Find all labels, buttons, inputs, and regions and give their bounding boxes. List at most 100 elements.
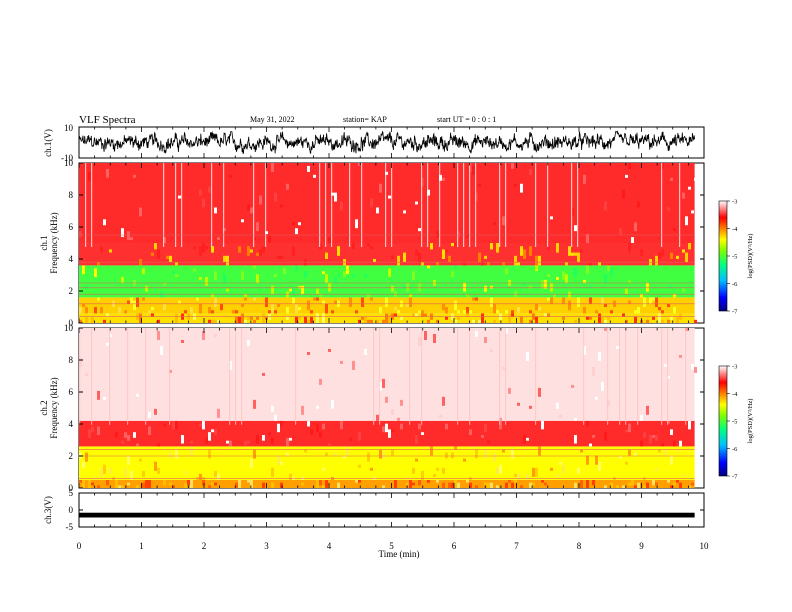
spectrogram-cell	[526, 473, 529, 480]
spectrogram-cell	[205, 277, 208, 286]
spectrogram-cell	[388, 195, 391, 199]
spectrogram-cell	[505, 482, 508, 488]
spectrogram-cell	[301, 405, 304, 415]
spectrogram-cell	[217, 473, 220, 480]
spectrogram-band	[79, 265, 695, 298]
spectrogram-cell	[562, 464, 565, 474]
spectrogram-cell	[673, 228, 676, 232]
spectrogram-cell	[316, 297, 319, 301]
spectrogram-cell	[589, 285, 592, 289]
spectrogram-streak	[421, 163, 423, 247]
spectrogram-cell	[157, 467, 160, 474]
spectrogram-cell	[292, 246, 295, 256]
spectrogram-cell	[472, 297, 475, 301]
spectrogram-cell	[625, 461, 628, 465]
spectrogram-cell	[496, 310, 499, 314]
spectrogram-cell	[595, 396, 598, 400]
spectrogram-cell	[661, 310, 664, 314]
spectrogram-cell	[286, 183, 289, 190]
ch2-colorbar-gradient	[718, 365, 728, 477]
spectrogram-cell	[118, 307, 121, 314]
spectrogram-streak	[427, 163, 429, 247]
spectrogram-cell	[538, 387, 541, 397]
spectrogram-cell	[409, 294, 412, 298]
spectrogram-streak	[499, 163, 501, 247]
spectrogram-cell	[520, 316, 523, 323]
spectrogram-cell	[415, 435, 418, 444]
spectrogram-cell	[493, 452, 496, 462]
ch1-ytick-bottom: -10	[61, 153, 73, 163]
spectrogram-streak	[85, 163, 87, 247]
spectrogram-cell	[199, 423, 202, 427]
frequency-tick-label: 6	[69, 222, 74, 232]
spectrogram-cell	[364, 274, 367, 278]
spectrogram-streak	[391, 163, 393, 247]
spectrogram-cell	[688, 186, 691, 190]
spectrogram-cell	[148, 310, 151, 314]
spectrogram-cell	[319, 378, 322, 385]
spectrogram-cell	[214, 429, 217, 436]
spectrogram-cell	[682, 192, 685, 199]
spectrogram-cell	[163, 480, 166, 486]
spectrogram-cell	[379, 449, 382, 459]
spectrogram-cell	[418, 228, 421, 232]
time-tick-label: 2	[202, 541, 207, 551]
spectrogram-cell	[673, 294, 676, 298]
spectrogram-streak	[661, 163, 663, 247]
spectrogram-streak	[211, 163, 213, 247]
spectrogram-cell	[307, 420, 310, 427]
ch3-ytick-label: -5	[66, 522, 74, 532]
spectrogram-cell	[487, 440, 490, 444]
spectrogram-cell	[493, 222, 496, 226]
spectrogram-cell	[397, 255, 400, 266]
spectrogram-cell	[223, 228, 226, 232]
spectrogram-cell	[199, 189, 202, 196]
spectrogram-cell	[259, 195, 262, 205]
spectrogram-cell	[454, 243, 457, 247]
spectrogram-cell	[466, 480, 469, 483]
spectrogram-streak	[175, 163, 177, 247]
spectrogram-cell	[211, 319, 214, 323]
spectrogram-streak	[349, 163, 351, 247]
start-time-label: start UT = 0 : 0 : 1	[437, 115, 496, 124]
spectrogram-cell	[694, 177, 697, 181]
spectrogram-cell	[340, 201, 343, 211]
spectrogram-cell	[142, 268, 145, 275]
spectrogram-cell	[391, 408, 394, 415]
spectrogram-cell	[121, 440, 124, 444]
spectrogram-cell	[358, 163, 361, 166]
spectrogram-cell	[535, 265, 538, 272]
spectrogram-cell	[427, 265, 430, 269]
spectrogram-cell	[247, 204, 250, 211]
spectrogram-cell	[478, 252, 481, 263]
spectrogram-cell	[154, 408, 157, 415]
spectrogram-cell	[388, 429, 391, 438]
spectrogram-cell	[367, 294, 370, 298]
spectrogram-cell	[334, 300, 337, 304]
spectrogram-cell	[430, 446, 433, 456]
spectrogram-cell	[289, 288, 292, 292]
spectrogram-cell	[322, 313, 325, 323]
spectrogram-cell	[202, 480, 205, 486]
spectrogram-cell	[193, 246, 196, 250]
spectrogram-cell	[463, 458, 466, 462]
spectrogram-cell	[427, 480, 430, 483]
spectrogram-cell	[610, 482, 613, 488]
spectrogram-cell	[175, 262, 178, 266]
spectrogram-streak	[295, 328, 297, 425]
spectrogram-cell	[253, 265, 256, 269]
spectrogram-cell	[661, 319, 664, 323]
spectrogram-streak	[79, 328, 81, 425]
frequency-tick-label: 8	[69, 355, 74, 365]
spectrogram-cell	[319, 432, 322, 438]
spectrogram-cell	[301, 285, 304, 295]
spectrogram-cell	[535, 303, 538, 311]
spectrogram-cell	[316, 480, 319, 488]
time-tick-label: 8	[577, 541, 582, 551]
spectrogram-cell	[505, 328, 508, 334]
spectrogram-cell	[376, 414, 379, 421]
spectrogram-cell	[508, 480, 511, 483]
spectrogram-cell	[334, 277, 337, 283]
spectrogram-cell	[97, 390, 100, 400]
spectrogram-cell	[568, 300, 571, 311]
